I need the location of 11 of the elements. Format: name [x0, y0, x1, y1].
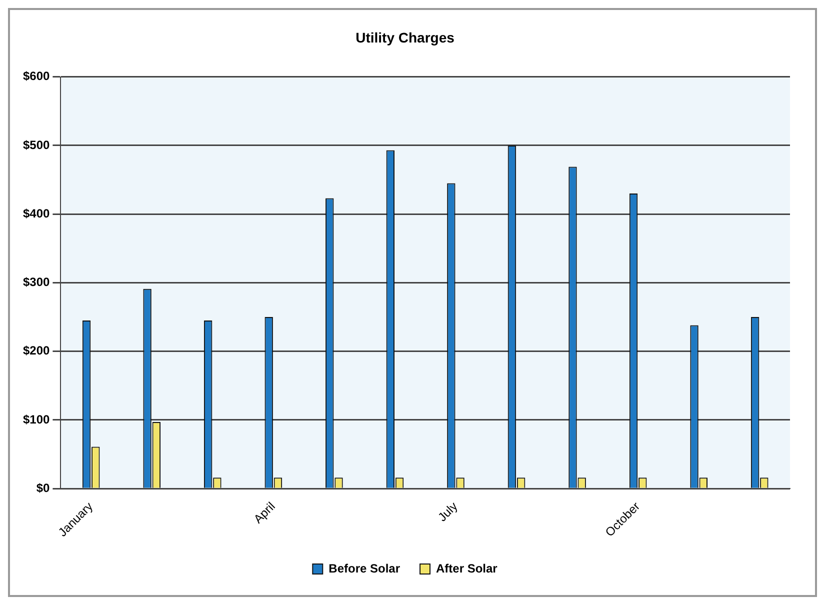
y-tick-label: $600	[22, 69, 50, 84]
y-tick-label: $200	[22, 344, 50, 358]
legend-label: Before Solar	[328, 561, 400, 576]
x-tick-label: July	[435, 499, 460, 524]
y-tick-label: $400	[22, 206, 50, 220]
legend-label: After Solar	[436, 561, 498, 576]
chart-title: Utility Charges	[356, 29, 455, 46]
y-tick-label: $100	[22, 412, 50, 426]
y-tick-label: $0	[36, 480, 50, 495]
y-tick-label: $500	[22, 138, 50, 152]
y-tick-label: $300	[22, 275, 50, 290]
